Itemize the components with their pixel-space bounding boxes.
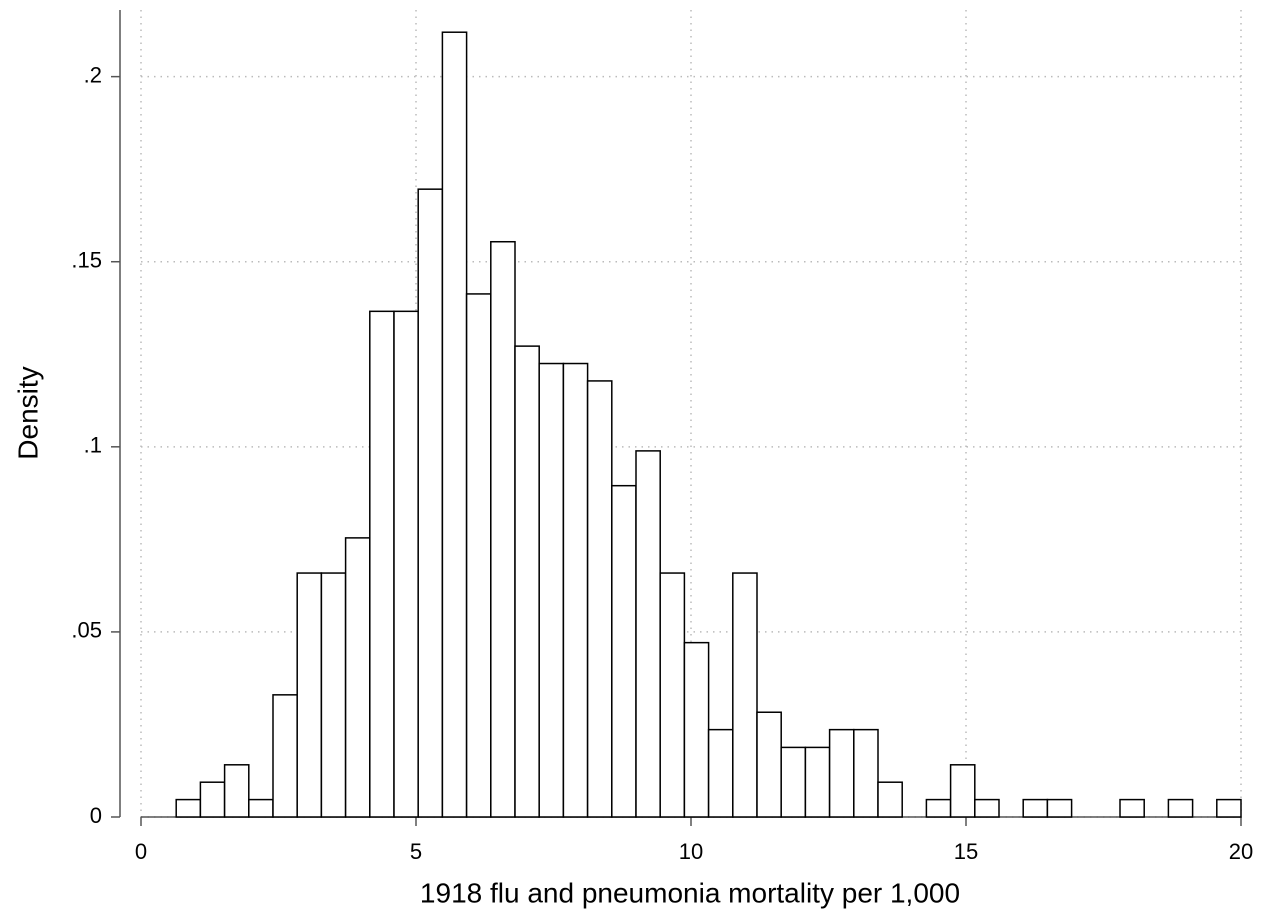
y-tick-label: 0 [90, 803, 102, 828]
bar [1167, 798, 1194, 818]
bar [780, 746, 807, 818]
bar [611, 484, 637, 818]
bar [659, 572, 686, 818]
bar [949, 764, 976, 818]
bar [465, 293, 492, 818]
bar [804, 746, 831, 818]
bar [877, 781, 903, 818]
bar [683, 641, 710, 818]
y-tick-label: .05 [71, 618, 102, 643]
bar [1119, 798, 1145, 818]
x-tick-label: 10 [679, 839, 703, 864]
bar [925, 798, 952, 818]
bar [296, 572, 323, 818]
y-axis-title: Density [12, 366, 43, 459]
bar [490, 240, 516, 818]
y-tick-label: .1 [84, 433, 102, 458]
bar [272, 694, 298, 818]
bar [223, 764, 250, 818]
y-tick-label: .15 [71, 248, 102, 273]
x-tick-label: 0 [135, 839, 147, 864]
x-tick-label: 5 [410, 839, 422, 864]
bar [344, 537, 371, 818]
bar [369, 310, 395, 818]
bar [853, 728, 879, 818]
bar [514, 345, 540, 818]
x-tick-label: 15 [954, 839, 978, 864]
y-tick-label: .2 [84, 62, 102, 87]
bar [199, 781, 226, 818]
x-tick-label: 20 [1229, 839, 1253, 864]
bar [707, 728, 734, 818]
bar [1216, 798, 1242, 818]
x-axis-title: 1918 flu and pneumonia mortality per 1,0… [420, 877, 960, 908]
bar [828, 728, 855, 818]
bar [732, 572, 758, 818]
bar [562, 362, 589, 818]
bar [586, 380, 613, 818]
bar [635, 450, 661, 818]
bar [1046, 798, 1073, 818]
bar [756, 711, 782, 818]
bar [538, 362, 565, 818]
bar [320, 572, 347, 818]
bar [974, 798, 1000, 818]
bar [175, 798, 202, 818]
bar [248, 798, 274, 818]
bar [441, 31, 468, 818]
bar [1022, 798, 1049, 818]
bar [393, 310, 419, 818]
bar [417, 188, 444, 818]
